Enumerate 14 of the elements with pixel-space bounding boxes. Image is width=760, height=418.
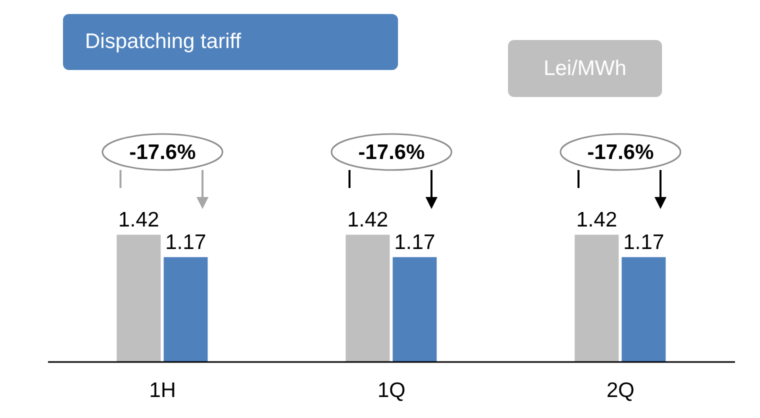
text: -17.6% <box>358 141 426 164</box>
chart-title: Dispatching tariff <box>63 14 398 70</box>
data-label: 1.17 <box>394 231 436 254</box>
chart-subtitle: Lei/MWh <box>508 40 662 97</box>
data-label: 1.42 <box>118 208 160 232</box>
x-tick-label: 2Q <box>606 378 635 402</box>
data-label: 1.42 <box>347 208 388 232</box>
text: -17.6% <box>587 141 654 164</box>
data-label: 1.42 <box>576 208 618 232</box>
x-tick-label: 1H <box>149 378 176 402</box>
x-tick-label: 1Q <box>377 378 406 402</box>
data-label: 1.17 <box>623 231 664 254</box>
text: -17.6% <box>129 141 196 164</box>
data-label: 1.17 <box>165 231 206 254</box>
